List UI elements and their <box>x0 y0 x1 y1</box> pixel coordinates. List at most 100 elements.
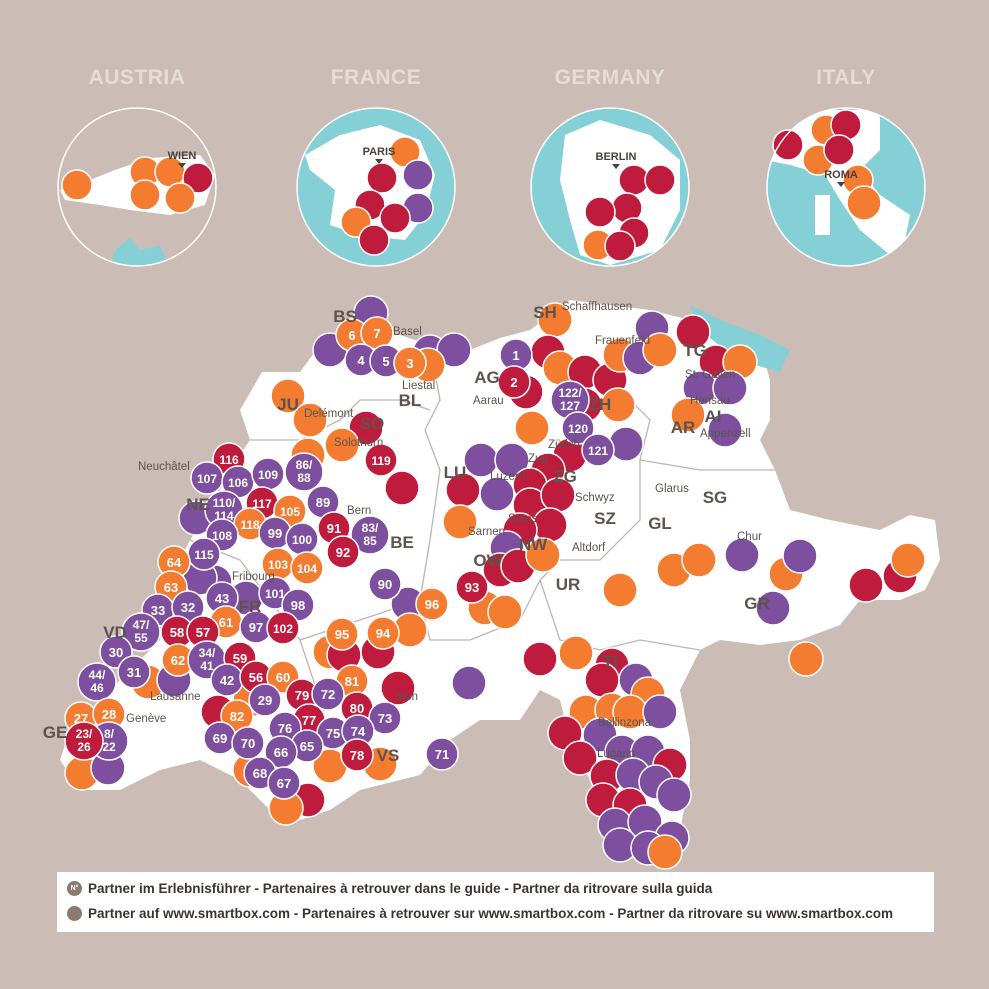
inset-germany <box>531 108 689 266</box>
city-label: Genève <box>126 713 166 725</box>
numbered-marker[interactable] <box>497 365 531 399</box>
numbered-marker[interactable] <box>267 766 301 800</box>
partner-marker[interactable] <box>384 470 420 506</box>
capital-pointer-icon <box>837 182 845 187</box>
numbered-marker[interactable] <box>284 452 324 492</box>
canton-label: VS <box>377 746 400 765</box>
marker-number: 62 <box>171 653 185 668</box>
partner-marker[interactable] <box>782 538 818 574</box>
numbered-marker[interactable] <box>326 535 360 569</box>
city-label: Appenzell <box>700 428 751 440</box>
numbered-marker[interactable] <box>117 655 151 689</box>
inset-marker[interactable] <box>604 230 636 262</box>
marker-number: 91 <box>327 521 341 536</box>
inset-marker[interactable] <box>379 202 411 234</box>
numbered-marker[interactable] <box>121 612 161 652</box>
numbered-marker[interactable] <box>366 616 400 650</box>
partner-marker[interactable] <box>562 740 598 776</box>
partner-marker[interactable] <box>451 665 487 701</box>
marker-number: 68 <box>253 766 267 781</box>
marker-number: 98 <box>291 598 305 613</box>
partner-marker[interactable] <box>681 542 717 578</box>
partner-marker[interactable] <box>647 834 683 870</box>
inset-marker[interactable] <box>584 196 616 228</box>
inset-marker[interactable] <box>366 162 398 194</box>
inset-marker[interactable] <box>61 169 93 201</box>
partner-marker[interactable] <box>642 332 678 368</box>
numbered-marker[interactable] <box>231 726 265 760</box>
marker-number: 82 <box>230 709 244 724</box>
inset-marker[interactable] <box>846 185 882 221</box>
partner-marker[interactable] <box>670 397 706 433</box>
partner-marker[interactable] <box>525 537 561 573</box>
partner-marker[interactable] <box>675 314 711 350</box>
partner-marker[interactable] <box>707 412 743 448</box>
partner-marker[interactable] <box>602 572 638 608</box>
numbered-marker[interactable] <box>350 515 390 555</box>
inset-marker[interactable] <box>129 179 161 211</box>
canton-label: AG <box>474 368 500 387</box>
partner-marker[interactable] <box>522 641 558 677</box>
partner-marker[interactable] <box>324 427 360 463</box>
marker-number: 6 <box>348 328 355 343</box>
city-label: Sion <box>395 691 418 703</box>
partner-marker[interactable] <box>494 442 530 478</box>
numbered-marker[interactable] <box>290 551 324 585</box>
partner-marker[interactable] <box>848 567 884 603</box>
partner-marker[interactable] <box>656 777 692 813</box>
partner-marker[interactable] <box>270 378 306 414</box>
numbered-marker[interactable] <box>393 346 427 380</box>
country-title-italy: ITALY <box>816 66 876 89</box>
numbered-marker[interactable] <box>77 662 117 702</box>
marker-number: 119 <box>371 454 391 468</box>
marker-number: 61 <box>219 615 233 630</box>
numbered-marker[interactable] <box>368 567 402 601</box>
numbered-marker[interactable] <box>325 617 359 651</box>
capital-label: ROMA <box>824 169 858 181</box>
numbered-marker-icon: N° <box>67 881 82 896</box>
inset-marker[interactable] <box>772 129 804 161</box>
inset-marker[interactable] <box>164 182 196 214</box>
inset-marker[interactable] <box>823 134 855 166</box>
city-label: Aarau <box>473 395 504 407</box>
numbered-marker[interactable] <box>248 683 282 717</box>
inset-marker[interactable] <box>358 224 390 256</box>
marker-number: 118 <box>240 518 260 532</box>
partner-marker[interactable] <box>558 635 594 671</box>
partner-marker[interactable] <box>724 537 760 573</box>
inset-marker[interactable] <box>644 164 676 196</box>
marker-number-group: 83/85 <box>362 522 379 548</box>
partner-marker[interactable] <box>755 590 791 626</box>
numbered-marker[interactable] <box>364 443 398 477</box>
partner-marker[interactable] <box>712 370 748 406</box>
numbered-marker[interactable] <box>266 611 300 645</box>
inset-marker[interactable] <box>402 159 434 191</box>
marker-number: 8/22 <box>102 727 116 754</box>
capital-label: WIEN <box>168 150 197 162</box>
numbered-marker[interactable] <box>581 433 615 467</box>
marker-number: 89 <box>316 495 330 510</box>
partner-marker[interactable] <box>642 694 678 730</box>
numbered-marker[interactable] <box>425 737 459 771</box>
marker-number: 57 <box>196 625 210 640</box>
numbered-marker[interactable] <box>368 701 402 735</box>
partner-marker[interactable] <box>890 542 926 578</box>
city-label: Frauenfeld <box>595 335 650 347</box>
numbered-marker[interactable] <box>311 677 345 711</box>
partner-marker[interactable] <box>788 641 824 677</box>
partner-marker[interactable] <box>442 504 478 540</box>
numbered-marker[interactable] <box>340 738 374 772</box>
partner-marker[interactable] <box>292 402 328 438</box>
numbered-marker[interactable] <box>455 570 489 604</box>
inset-marker[interactable] <box>182 162 214 194</box>
partner-marker[interactable] <box>608 426 644 462</box>
numbered-marker[interactable] <box>561 411 595 445</box>
city-label: Neuchâtel <box>138 461 190 473</box>
numbered-marker[interactable] <box>415 587 449 621</box>
partner-marker[interactable] <box>380 670 416 706</box>
marker-number: 32 <box>181 600 195 615</box>
partner-marker[interactable] <box>514 410 550 446</box>
partner-marker[interactable] <box>487 594 523 630</box>
numbered-marker[interactable] <box>64 721 104 761</box>
